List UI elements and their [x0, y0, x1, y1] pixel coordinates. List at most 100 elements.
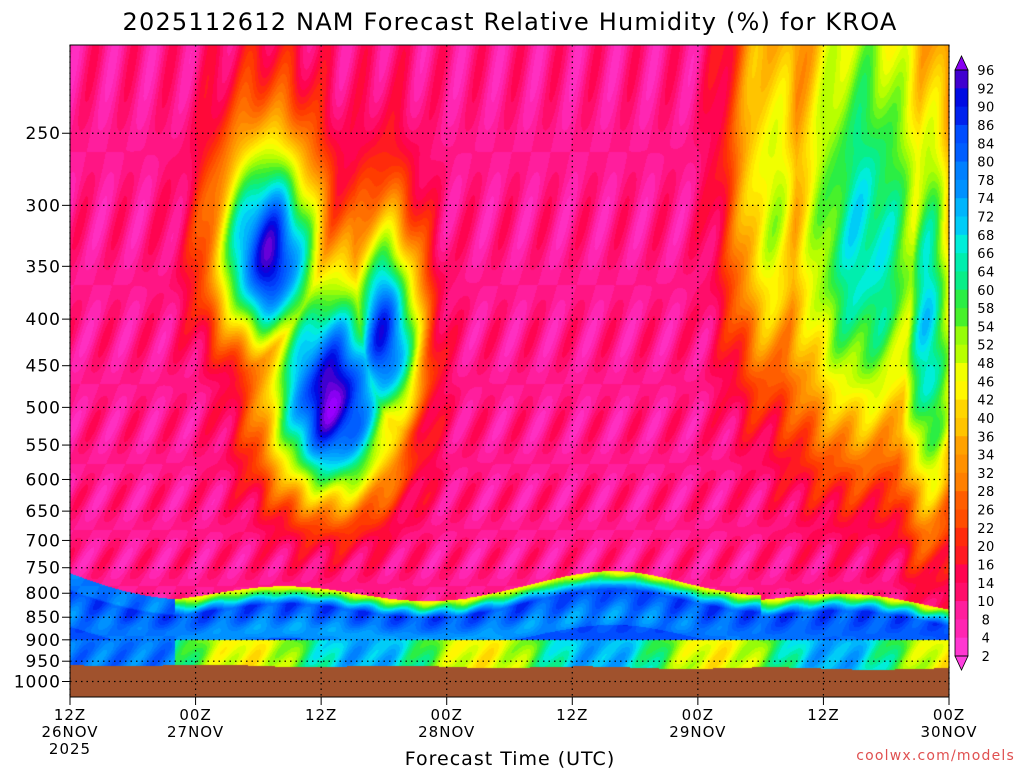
- x-tick-label: 12Z: [807, 706, 839, 724]
- y-tick-label: 400: [26, 310, 61, 330]
- y-tick-label: 950: [26, 652, 61, 672]
- rh-field-image: [70, 45, 949, 697]
- y-tick-label: 850: [26, 608, 61, 628]
- colorbar-segment: [955, 106, 968, 126]
- colorbar-label: 86: [977, 119, 995, 134]
- colorbar-label: 54: [977, 320, 995, 335]
- y-tick-label: 250: [26, 124, 61, 144]
- x-tick-label: 2025: [49, 740, 91, 758]
- colorbar-label: 14: [977, 577, 995, 592]
- colorbar-label: 16: [977, 558, 995, 573]
- colorbar-label: 34: [977, 449, 995, 464]
- colorbar-segment: [955, 363, 968, 382]
- colorbar-label: 4: [982, 632, 991, 647]
- colorbar-label: 64: [977, 265, 995, 280]
- colorbar-label: 68: [977, 229, 995, 244]
- colorbar-top-arrow: [954, 55, 969, 71]
- colorbar-label: 58: [977, 302, 995, 317]
- y-tick-label: 750: [26, 559, 61, 579]
- credit-text: coolwx.com/models: [856, 748, 1015, 764]
- colorbar-label: 22: [977, 522, 995, 537]
- colorbar-segment: [955, 399, 968, 419]
- colorbar-label: 60: [977, 284, 995, 299]
- colorbar-segment: [955, 546, 968, 565]
- y-tick-label: 900: [26, 631, 61, 651]
- x-tick-label: 26NOV: [41, 723, 98, 741]
- colorbar-label: 40: [977, 412, 995, 427]
- colorbar-label: 92: [977, 82, 995, 97]
- colorbar-label: 72: [977, 211, 995, 226]
- colorbar-label: 8: [982, 613, 991, 628]
- colorbar-segment: [955, 491, 968, 510]
- colorbar-label: 90: [977, 101, 995, 116]
- colorbar-label: 96: [977, 64, 995, 79]
- colorbar-segment: [955, 124, 968, 144]
- colorbar-segment: [955, 70, 968, 89]
- colorbar-segment: [955, 326, 968, 346]
- y-tick-label: 350: [26, 257, 61, 277]
- x-tick-label: 27NOV: [167, 723, 224, 741]
- x-tick-label: 12Z: [556, 706, 588, 724]
- colorbar-segment: [955, 289, 968, 309]
- colorbar-label: 32: [977, 467, 995, 482]
- plot-area: [69, 44, 950, 698]
- colorbar-label: 66: [977, 247, 995, 262]
- grid-lines: [69, 45, 950, 697]
- y-tick-label: 500: [26, 398, 61, 418]
- colorbar-segment: [955, 417, 968, 437]
- y-tick-label: 700: [26, 531, 61, 551]
- colorbar-label: 74: [977, 192, 995, 207]
- colorbar-label: 42: [977, 394, 995, 409]
- colorbar-label: 84: [977, 137, 995, 152]
- y-tick-label: 1000: [14, 672, 61, 692]
- colorbar-label: 80: [977, 156, 995, 171]
- y-tick-label: 550: [26, 436, 61, 456]
- colorbar-segment: [955, 344, 968, 364]
- colorbar-segment: [955, 253, 968, 272]
- colorbar-label: 78: [977, 174, 995, 189]
- colorbar-segment: [955, 619, 968, 639]
- x-tick-label: 28NOV: [418, 723, 475, 741]
- colorbar-segment: [955, 308, 968, 327]
- colorbar-label: 10: [977, 595, 995, 610]
- colorbar-segment: [955, 509, 968, 529]
- colorbar-bottom-arrow: [954, 655, 969, 671]
- colorbar-label: 2: [982, 650, 991, 665]
- colorbar-segment: [955, 601, 968, 620]
- colorbar-segment: [955, 436, 968, 456]
- colorbar-frame: [954, 69, 969, 657]
- colorbar-segment: [955, 271, 968, 291]
- colorbar-segment: [955, 381, 968, 401]
- colorbar-segment: [955, 161, 968, 181]
- x-tick-label: 29NOV: [669, 723, 726, 741]
- y-tick-label: 300: [26, 196, 61, 216]
- colorbar: 9692908684807874726866646058545248464240…: [954, 55, 995, 671]
- x-tick-label: 00Z: [682, 706, 714, 724]
- colorbar-segment: [955, 454, 968, 474]
- colorbar-label: 48: [977, 357, 995, 372]
- x-tick-label: 12Z: [305, 706, 337, 724]
- y-tick-label: 450: [26, 357, 61, 377]
- colorbar-label: 36: [977, 430, 995, 445]
- colorbar-segment: [955, 143, 968, 163]
- y-tick-label: 600: [26, 470, 61, 490]
- y-tick-label: 650: [26, 502, 61, 522]
- x-tick-label: 00Z: [933, 706, 965, 724]
- colorbar-segment: [955, 216, 968, 236]
- colorbar-segment: [955, 527, 968, 547]
- x-tick-label: 30NOV: [920, 723, 977, 741]
- colorbar-segment: [955, 179, 968, 199]
- colorbar-label: 52: [977, 339, 995, 354]
- colorbar-label: 46: [977, 375, 995, 390]
- colorbar-label: 20: [977, 540, 995, 555]
- colorbar-label: 28: [977, 485, 995, 500]
- colorbar-segment: [955, 88, 968, 108]
- colorbar-segment: [955, 472, 968, 492]
- colorbar-segment: [955, 637, 968, 657]
- colorbar-segment: [955, 234, 968, 254]
- x-tick-label: 00Z: [179, 706, 211, 724]
- x-tick-label: 00Z: [431, 706, 463, 724]
- chart-title: 2025112612 NAM Forecast Relative Humidit…: [123, 8, 898, 36]
